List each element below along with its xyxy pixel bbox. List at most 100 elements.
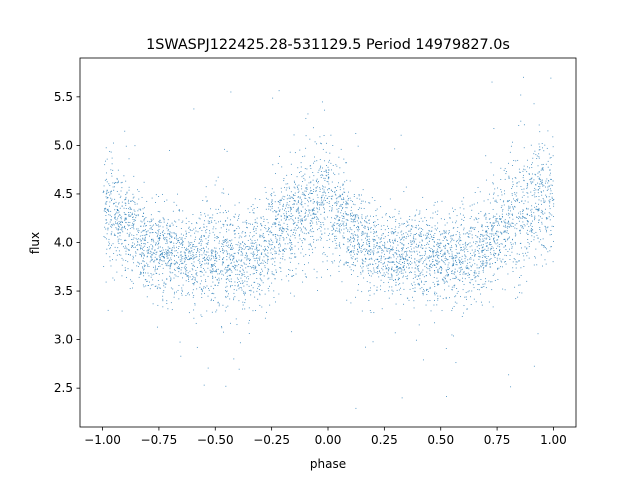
data-point [133, 235, 135, 236]
data-point [136, 265, 138, 267]
data-point [253, 291, 255, 293]
data-point [427, 291, 429, 292]
data-point [204, 213, 206, 215]
data-point [552, 146, 554, 148]
data-point [493, 252, 495, 254]
data-point [221, 249, 223, 251]
data-point [304, 197, 306, 199]
data-point [129, 215, 131, 217]
data-point [110, 190, 112, 192]
data-point [452, 270, 453, 272]
data-point [381, 308, 383, 310]
data-point [324, 177, 326, 179]
data-point [453, 227, 455, 229]
data-point [406, 248, 407, 249]
data-point [106, 248, 108, 250]
data-point [395, 250, 397, 252]
data-point [387, 261, 389, 263]
data-point [270, 238, 272, 240]
data-point [454, 257, 456, 259]
data-point [133, 228, 135, 230]
data-point [174, 270, 176, 271]
data-point [422, 274, 424, 276]
data-point [462, 249, 464, 251]
data-point [104, 203, 106, 205]
data-point [312, 213, 314, 215]
data-point [327, 178, 329, 180]
data-point [259, 199, 261, 200]
data-point [452, 207, 453, 209]
data-point [244, 232, 246, 234]
data-point [498, 236, 499, 238]
data-point [527, 166, 528, 168]
data-point [291, 242, 293, 244]
data-point [269, 249, 271, 251]
data-point [458, 242, 459, 244]
data-point [161, 231, 163, 233]
data-point [357, 289, 359, 291]
data-point [283, 217, 285, 219]
data-point [136, 239, 138, 241]
data-point [434, 322, 436, 324]
data-point [465, 291, 467, 293]
data-point [195, 273, 197, 275]
data-point [380, 289, 381, 291]
data-point [499, 231, 501, 233]
data-point [113, 224, 115, 226]
data-point [185, 269, 187, 271]
data-point [474, 254, 475, 256]
data-point [178, 209, 180, 211]
data-point [188, 250, 190, 252]
data-point [493, 222, 495, 224]
data-point [308, 182, 310, 184]
data-point [339, 247, 341, 249]
data-point [239, 235, 241, 237]
data-point [291, 275, 293, 277]
data-point [538, 241, 540, 243]
data-point [443, 280, 445, 282]
data-point [467, 262, 468, 264]
data-point [448, 269, 450, 270]
data-point [501, 213, 503, 215]
data-point [402, 266, 404, 268]
data-point [463, 284, 465, 285]
data-point [414, 271, 416, 273]
data-point [380, 240, 382, 242]
data-point [112, 224, 113, 226]
data-point [510, 244, 512, 246]
data-point [253, 273, 255, 274]
data-point [485, 278, 486, 280]
data-point [184, 265, 186, 267]
data-point [173, 291, 175, 293]
data-point [512, 267, 514, 269]
data-point [115, 250, 117, 252]
data-point [135, 217, 137, 219]
data-point [278, 293, 280, 295]
data-point [153, 261, 155, 263]
data-point [234, 269, 236, 271]
data-point [143, 255, 145, 257]
data-point [229, 219, 231, 221]
data-point [345, 225, 347, 226]
data-point [518, 181, 520, 183]
data-point [180, 263, 182, 265]
data-point [391, 268, 393, 270]
data-point [478, 284, 480, 285]
data-point [467, 259, 469, 261]
data-point [368, 272, 369, 274]
data-point [399, 319, 401, 320]
data-point [225, 297, 227, 299]
data-point [495, 201, 497, 202]
data-point [320, 177, 322, 178]
data-point [218, 277, 220, 279]
data-point [362, 189, 364, 191]
data-point [336, 200, 338, 202]
data-point [492, 222, 494, 224]
data-point [134, 203, 136, 205]
data-point [205, 254, 207, 256]
data-point [401, 223, 403, 225]
data-point [301, 193, 303, 195]
data-point [246, 253, 248, 255]
data-point [141, 253, 143, 255]
data-point [512, 181, 514, 183]
